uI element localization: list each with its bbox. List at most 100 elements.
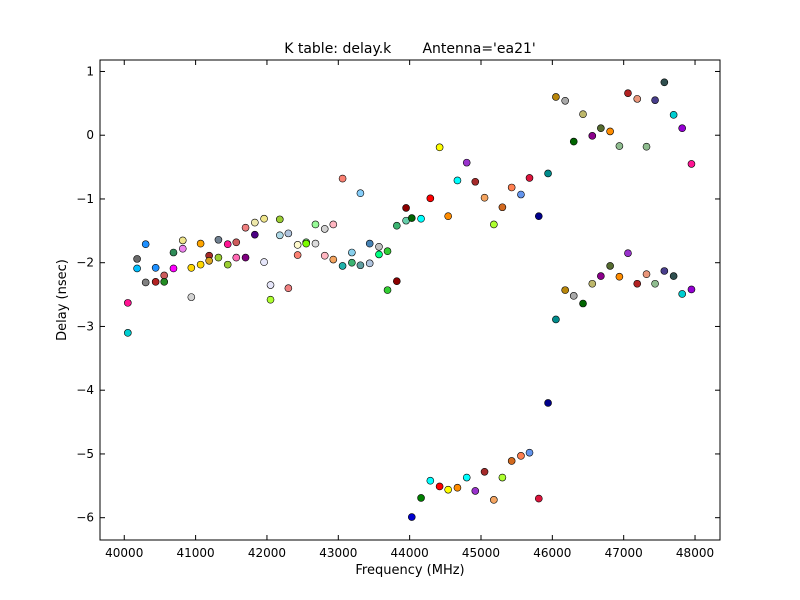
data-point <box>169 248 178 257</box>
data-point <box>375 250 383 259</box>
data-point <box>597 272 605 280</box>
data-point <box>375 242 383 251</box>
data-point <box>624 249 632 257</box>
data-point <box>615 142 624 150</box>
data-point <box>507 183 516 192</box>
data-point <box>517 190 525 199</box>
data-point <box>660 78 669 87</box>
data-point <box>480 193 489 202</box>
data-point <box>214 253 223 262</box>
data-point <box>178 244 187 253</box>
data-point <box>266 281 275 289</box>
x-axis-label: Frequency (MHz) <box>355 563 464 578</box>
data-point <box>687 160 696 168</box>
data-point <box>642 270 651 278</box>
data-point <box>678 124 686 133</box>
data-point <box>525 174 534 182</box>
data-point <box>393 277 401 285</box>
data-point <box>365 259 374 268</box>
data-point <box>275 215 284 224</box>
data-point <box>338 174 347 183</box>
data-point <box>498 203 507 212</box>
data-point <box>365 239 374 248</box>
x-tick-label: 46000 <box>533 546 571 560</box>
data-point <box>293 241 302 249</box>
data-point <box>311 239 320 248</box>
data-point <box>133 264 141 273</box>
data-point <box>356 189 365 198</box>
data-point <box>302 239 310 248</box>
data-point <box>141 278 150 287</box>
data-point <box>196 239 205 248</box>
y-tick-label: 1 <box>86 64 94 78</box>
data-point <box>260 214 268 223</box>
y-tick-label: −5 <box>76 447 94 461</box>
data-point <box>187 293 196 301</box>
data-point <box>453 176 462 185</box>
axis-ticks <box>100 60 720 540</box>
data-point <box>417 214 425 223</box>
data-point <box>196 260 205 269</box>
data-point <box>187 264 196 272</box>
x-tick-label: 48000 <box>676 546 714 560</box>
data-point <box>678 290 686 298</box>
data-point <box>471 177 480 186</box>
y-tick-label: −6 <box>76 511 94 525</box>
data-point <box>660 267 669 275</box>
data-point <box>525 448 534 457</box>
x-tick-label: 44000 <box>391 546 429 560</box>
data-point <box>534 212 543 220</box>
data-point <box>124 299 132 307</box>
data-point <box>579 299 587 308</box>
data-point <box>435 143 444 152</box>
data-point <box>597 124 605 133</box>
data-point <box>223 260 232 269</box>
y-tick-label: −3 <box>76 319 94 333</box>
data-point <box>507 457 516 465</box>
data-point <box>160 271 169 280</box>
data-point <box>588 132 597 140</box>
data-point <box>651 279 659 288</box>
x-tick-label: 45000 <box>462 546 500 560</box>
data-point <box>561 96 569 105</box>
x-tick-label: 42000 <box>248 546 286 560</box>
data-point <box>320 225 329 233</box>
x-tick-label: 41000 <box>177 546 215 560</box>
data-point <box>687 285 696 294</box>
data-point <box>275 231 284 240</box>
data-point <box>624 89 632 97</box>
data-point <box>606 262 614 270</box>
data-point <box>490 496 498 504</box>
data-point <box>232 253 241 262</box>
data-points <box>124 78 696 521</box>
data-point <box>223 240 232 249</box>
data-point <box>348 258 356 267</box>
data-point <box>544 169 552 178</box>
data-point <box>588 279 597 288</box>
data-point <box>544 399 552 407</box>
data-point <box>435 482 444 491</box>
data-point <box>534 494 543 503</box>
data-point <box>579 110 587 118</box>
data-point <box>151 278 160 286</box>
data-point <box>426 194 435 203</box>
data-point <box>393 221 401 230</box>
axis-tick-labels: 40000 41000 42000 43000 44000 45000 46000 47000… <box>76 64 714 560</box>
data-point <box>260 258 268 266</box>
data-point <box>453 483 462 492</box>
data-point <box>320 251 329 260</box>
data-point <box>329 255 338 264</box>
data-point <box>426 476 435 485</box>
y-tick-label: −2 <box>76 256 94 270</box>
data-point <box>480 467 489 476</box>
data-point <box>669 272 678 280</box>
data-point <box>284 284 293 293</box>
data-point <box>407 214 416 222</box>
y-axis-label: Delay (nsec) <box>55 259 70 341</box>
data-point <box>615 272 624 281</box>
data-point <box>633 95 642 103</box>
data-point <box>383 286 392 294</box>
data-point <box>569 137 578 146</box>
y-tick-label: −1 <box>76 192 94 206</box>
